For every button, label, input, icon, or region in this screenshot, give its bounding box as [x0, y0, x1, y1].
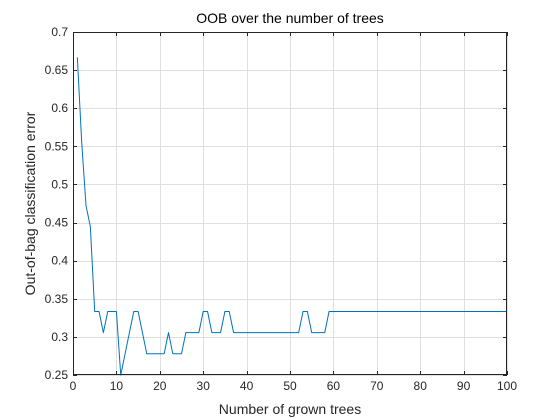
y-tick-label: 0.6: [51, 101, 68, 115]
x-tick-label: 40: [240, 379, 254, 393]
x-tick-label: 80: [414, 379, 428, 393]
y-tick-label: 0.65: [45, 63, 69, 77]
x-tick-label: 20: [153, 379, 167, 393]
x-tick-label: 10: [110, 379, 124, 393]
y-tick-label: 0.35: [45, 292, 69, 306]
x-tick-label: 60: [327, 379, 341, 393]
x-tick-label: 0: [70, 379, 77, 393]
y-tick-label: 0.3: [51, 330, 68, 344]
ticks: 0 10 20 30 40 50 60 70 80 90 100 0.25 0.3 0.35 0.4 0.45…: [45, 25, 518, 393]
series-layer: [76, 57, 507, 376]
grid: [73, 32, 508, 376]
y-tick-label: 0.5: [51, 177, 68, 191]
y-axis-label: Out-of-bag classification error: [22, 111, 38, 295]
y-tick-label: 0.45: [45, 216, 69, 230]
y-tick-label: 0.25: [45, 368, 69, 382]
x-tick-label: 50: [283, 379, 297, 393]
y-tick-label: 0.4: [51, 254, 68, 268]
x-tick-label: 100: [497, 379, 517, 393]
y-tick-label: 0.7: [51, 25, 68, 39]
x-axis-label: Number of grown trees: [219, 401, 361, 417]
series-line: [76, 57, 507, 376]
x-tick-label: 90: [457, 379, 471, 393]
y-tick-label: 0.55: [45, 139, 69, 153]
x-tick-label: 30: [197, 379, 211, 393]
x-tick-label: 70: [370, 379, 384, 393]
chart-title: OOB over the number of trees: [196, 10, 384, 26]
